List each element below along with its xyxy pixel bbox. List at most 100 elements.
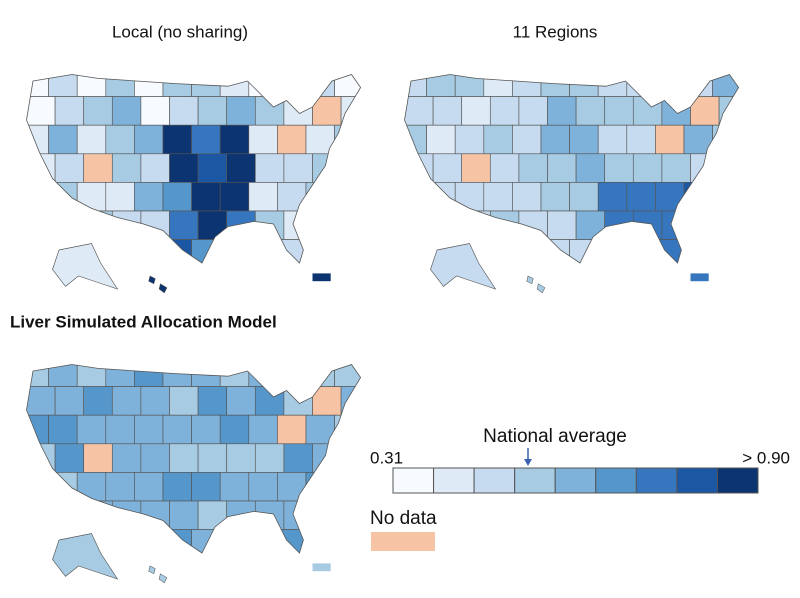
alaska: [52, 243, 119, 290]
state-region: [83, 153, 113, 183]
state-region: [426, 182, 456, 212]
state-region: [461, 210, 491, 240]
state-region: [454, 182, 485, 212]
state-region: [712, 74, 739, 97]
state-region: [404, 210, 434, 240]
state-region: [197, 443, 228, 473]
state-region: [305, 182, 335, 212]
state-region: [284, 268, 313, 297]
state-region: [26, 239, 49, 263]
state-region: [105, 124, 135, 155]
state-region: [76, 414, 107, 445]
state-region: [547, 96, 577, 126]
state-region: [191, 124, 221, 155]
state-region: [226, 210, 256, 240]
state-region: [632, 153, 663, 183]
state-region: [432, 210, 463, 240]
state-region: [170, 268, 199, 297]
state-region: [655, 124, 685, 155]
state-region: [105, 182, 135, 212]
state-region: [112, 268, 141, 297]
state-region: [605, 268, 634, 297]
state-region: [490, 268, 519, 297]
state-region: [461, 96, 491, 126]
state-region: [483, 124, 513, 155]
state-region: [191, 472, 221, 502]
state-region: [162, 364, 192, 387]
state-region: [134, 182, 164, 212]
state-region: [334, 529, 361, 553]
state-region: [141, 558, 170, 587]
state-region: [112, 558, 141, 587]
state-region: [432, 96, 463, 126]
state-region: [683, 182, 713, 212]
state-region: [632, 96, 663, 126]
us-map: [26, 74, 362, 297]
state-region: [134, 239, 164, 263]
state-region: [489, 96, 520, 126]
state-region: [48, 364, 78, 387]
state-region: [48, 74, 78, 97]
state-region: [512, 124, 542, 155]
legend-swatch: [433, 467, 475, 494]
state-region: [277, 239, 307, 263]
state-region: [219, 472, 250, 502]
state-region: [341, 558, 370, 587]
state-region: [197, 96, 228, 126]
alaska: [430, 243, 497, 290]
state-region: [83, 386, 113, 416]
state-region: [226, 443, 256, 473]
state-region: [105, 472, 135, 502]
state-region: [569, 74, 599, 97]
state-region: [661, 96, 691, 126]
state-region: [661, 210, 691, 240]
us-map: [26, 364, 370, 587]
state-region: [248, 239, 278, 263]
state-region: [48, 472, 78, 502]
state-region: [404, 182, 427, 212]
state-region: [255, 558, 284, 587]
hawaii: [526, 275, 546, 294]
state-region: [626, 182, 656, 212]
state-region: [141, 268, 170, 297]
state-region: [597, 124, 628, 155]
legend: 0.31 > 0.90 National average No data: [370, 426, 790, 551]
state-region: [340, 210, 361, 240]
state-region: [48, 124, 78, 155]
state-region: [191, 182, 221, 212]
state-region: [26, 96, 56, 126]
state-region: [518, 210, 548, 240]
state-region: [512, 182, 542, 212]
state-region: [683, 124, 713, 155]
state-region: [76, 472, 107, 502]
state-region: [334, 74, 361, 97]
state-region: [191, 239, 221, 263]
state-region: [312, 500, 342, 530]
state-region: [76, 124, 107, 155]
state-region: [277, 124, 307, 155]
state-region: [575, 153, 606, 183]
state-region: [111, 153, 142, 183]
state-region: [633, 268, 662, 297]
state-region: [305, 74, 335, 97]
state-region: [140, 500, 170, 530]
state-region: [169, 386, 199, 416]
state-region: [283, 500, 313, 530]
state-region: [255, 268, 284, 297]
map-title: Liver Simulated Allocation Model: [10, 312, 277, 331]
state-region: [340, 153, 361, 183]
state-region: [27, 558, 56, 587]
state-region: [169, 443, 199, 473]
state-region: [76, 182, 107, 212]
state-region: [305, 239, 335, 263]
state-region: [340, 96, 361, 126]
state-region: [683, 239, 713, 263]
state-region: [219, 364, 250, 387]
marker-arrowhead: [524, 459, 532, 466]
state-region: [277, 74, 307, 97]
state-region: [548, 268, 577, 297]
state-region: [226, 96, 256, 126]
state-region: [105, 364, 135, 387]
state-region: [547, 153, 577, 183]
state-region: [661, 153, 691, 183]
